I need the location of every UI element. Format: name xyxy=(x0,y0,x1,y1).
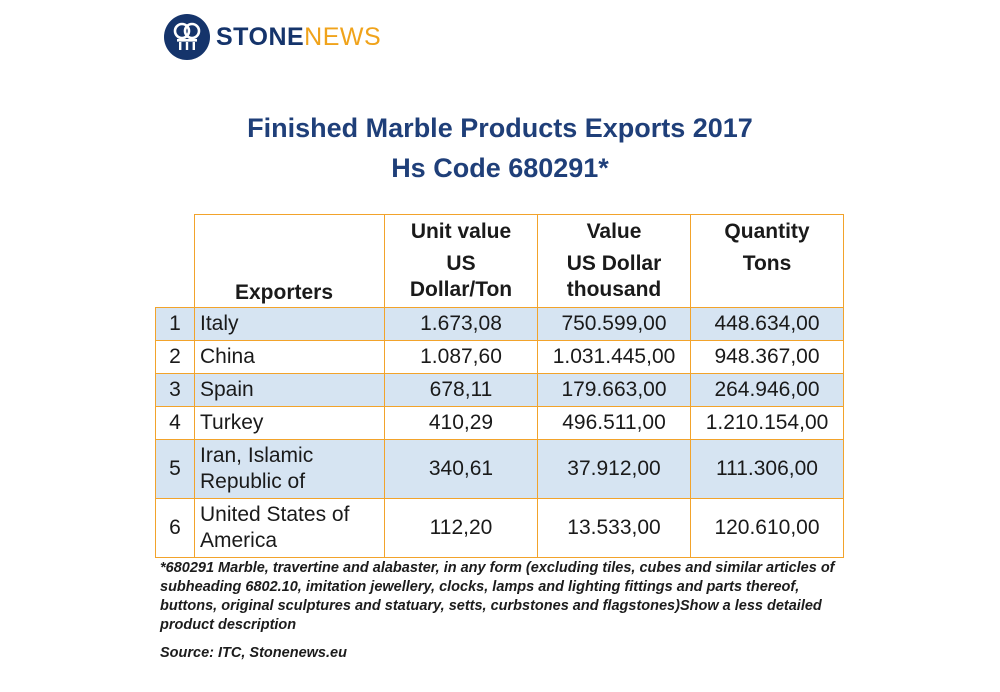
exporter-cell: Italy xyxy=(194,307,385,341)
unit-value-cell: 678,11 xyxy=(384,373,538,407)
exporter-cell: China xyxy=(194,340,385,374)
table-row: 2 China 1.087,60 1.031.445,00 948.367,00 xyxy=(155,340,844,374)
header-unit-value-line3: Dollar/Ton xyxy=(409,278,513,301)
header-unit-value-line1: Unit value xyxy=(410,220,512,243)
exporter-line2: Republic of xyxy=(200,470,306,493)
logo-word-news: NEWS xyxy=(304,22,382,51)
unit-value-cell: 1.673,08 xyxy=(384,307,538,341)
stonenews-logo-icon xyxy=(164,14,210,60)
quantity-cell: 120.610,00 xyxy=(690,498,844,558)
header-value: Value US Dollar thousand xyxy=(537,214,691,308)
exporter-line1: Iran, Islamic xyxy=(200,444,314,467)
unit-value-cell: 1.087,60 xyxy=(384,340,538,374)
rank-cell: 3 xyxy=(155,373,195,407)
header-value-line2: US Dollar xyxy=(566,252,662,275)
unit-value-cell: 112,20 xyxy=(384,498,538,558)
quantity-cell: 111.306,00 xyxy=(690,439,844,499)
header-value-line3: thousand xyxy=(566,278,662,301)
header-quantity-line2: Tons xyxy=(742,252,792,275)
value-cell: 13.533,00 xyxy=(537,498,691,558)
logo-wordmark: STONENEWS xyxy=(216,23,381,52)
table-row: 1 Italy 1.673,08 750.599,00 448.634,00 xyxy=(155,307,844,341)
exporter-line1: United States of xyxy=(200,503,350,526)
table-row: 4 Turkey 410,29 496.511,00 1.210.154,00 xyxy=(155,406,844,440)
table-row: 6 United States of America 112,20 13.533… xyxy=(155,498,844,558)
rank-cell: 6 xyxy=(155,498,195,558)
unit-value-cell: 410,29 xyxy=(384,406,538,440)
stonenews-logo: STONENEWS xyxy=(164,13,381,61)
header-value-line1: Value xyxy=(586,220,642,243)
quantity-cell: 448.634,00 xyxy=(690,307,844,341)
table-row: 3 Spain 678,11 179.663,00 264.946,00 xyxy=(155,373,844,407)
source-note: Source: ITC, Stonenews.eu xyxy=(160,645,347,661)
header-exporters: Exporters xyxy=(194,214,385,308)
rank-cell: 4 xyxy=(155,406,195,440)
header-quantity: Quantity Tons xyxy=(690,214,844,308)
header-unit-value-line2: US xyxy=(446,252,476,275)
page-subtitle: Hs Code 680291* xyxy=(391,153,609,183)
exporter-cell: Iran, Islamic Republic of xyxy=(194,439,385,499)
value-cell: 1.031.445,00 xyxy=(537,340,691,374)
rank-cell: 2 xyxy=(155,340,195,374)
value-cell: 179.663,00 xyxy=(537,373,691,407)
quantity-cell: 948.367,00 xyxy=(690,340,844,374)
footnote: *680291 Marble, travertine and alabaster… xyxy=(160,560,835,633)
logo-word-stone: STONE xyxy=(216,22,305,51)
value-cell: 750.599,00 xyxy=(537,307,691,341)
header-quantity-line1: Quantity xyxy=(724,220,810,243)
exporter-cell: United States of America xyxy=(194,498,385,558)
rank-cell: 5 xyxy=(155,439,195,499)
value-cell: 37.912,00 xyxy=(537,439,691,499)
exports-table: Exporters Unit value US Dollar/Ton Value… xyxy=(155,214,844,558)
quantity-cell: 1.210.154,00 xyxy=(690,406,844,440)
table-header-row: Exporters Unit value US Dollar/Ton Value… xyxy=(155,214,844,308)
rank-cell: 1 xyxy=(155,307,195,341)
header-blank-cell xyxy=(155,214,195,308)
page-title: Finished Marble Products Exports 2017 xyxy=(247,113,753,143)
value-cell: 496.511,00 xyxy=(537,406,691,440)
unit-value-cell: 340,61 xyxy=(384,439,538,499)
exporter-cell: Spain xyxy=(194,373,385,407)
exporter-line2: America xyxy=(200,529,278,552)
header-unit-value: Unit value US Dollar/Ton xyxy=(384,214,538,308)
quantity-cell: 264.946,00 xyxy=(690,373,844,407)
table-row: 5 Iran, Islamic Republic of 340,61 37.91… xyxy=(155,439,844,499)
exporter-cell: Turkey xyxy=(194,406,385,440)
